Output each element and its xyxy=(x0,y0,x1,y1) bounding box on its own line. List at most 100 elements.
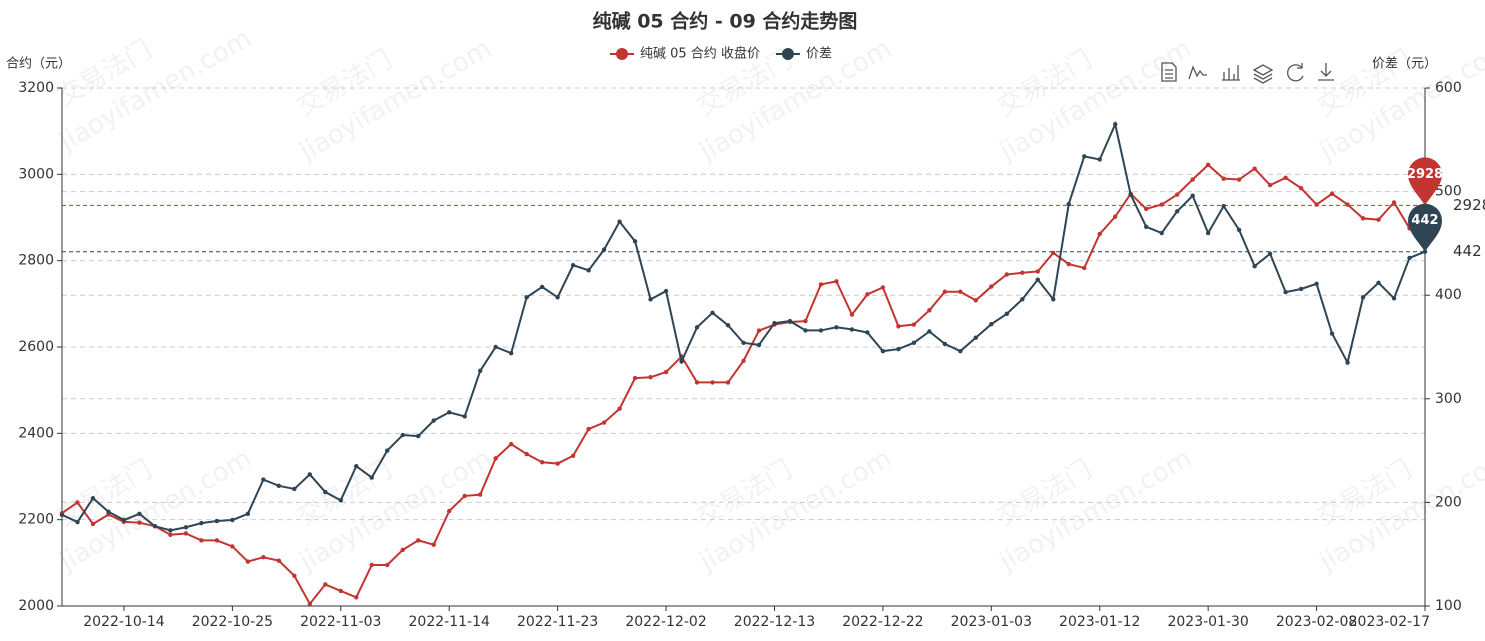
y-tick-label: 2000 xyxy=(18,598,54,614)
data-point xyxy=(663,288,669,294)
data-point xyxy=(261,555,266,560)
data-point xyxy=(524,295,529,300)
data-point xyxy=(1314,281,1319,287)
data-point xyxy=(803,328,808,333)
data-point xyxy=(973,335,979,340)
data-point xyxy=(1221,203,1226,209)
data-point xyxy=(354,595,359,600)
data-point xyxy=(230,544,235,549)
data-point xyxy=(756,342,762,348)
data-point xyxy=(400,547,405,553)
data-point xyxy=(1051,297,1056,302)
data-point xyxy=(942,341,948,347)
data-point xyxy=(416,433,421,439)
data-point xyxy=(137,511,142,516)
x-tick-label: 2022-11-14 xyxy=(409,614,490,630)
y2-tick-label: 200 xyxy=(1435,494,1462,510)
tool-bar[interactable] xyxy=(1222,65,1240,81)
x-tick-label: 2023-01-03 xyxy=(951,614,1032,630)
data-point xyxy=(989,322,994,327)
data-point xyxy=(183,531,189,536)
tool-save[interactable] xyxy=(1318,63,1334,81)
data-point xyxy=(1283,175,1288,180)
data-point xyxy=(1082,265,1087,271)
data-point xyxy=(121,517,127,523)
data-point xyxy=(1144,224,1149,230)
data-point xyxy=(911,340,917,346)
data-point xyxy=(338,498,343,503)
x-tick-label: 2023-02-08 xyxy=(1276,614,1357,630)
data-point xyxy=(1113,214,1118,219)
x-tick-label: 2022-11-23 xyxy=(517,614,598,630)
data-point xyxy=(741,340,746,346)
data-point xyxy=(818,282,824,287)
data-point xyxy=(431,542,436,547)
data-point xyxy=(323,489,328,495)
data-point xyxy=(1391,200,1397,205)
data-point xyxy=(199,538,204,543)
data-point xyxy=(942,289,948,294)
data-point xyxy=(1174,209,1180,214)
data-point xyxy=(400,432,405,438)
x-tick-label: 2022-12-02 xyxy=(625,614,706,630)
data-point xyxy=(849,312,855,317)
data-point xyxy=(648,375,653,380)
data-point xyxy=(447,410,452,415)
data-point xyxy=(586,268,591,273)
data-point xyxy=(90,496,96,501)
y-tick-label: 2400 xyxy=(18,425,54,441)
tool-stack[interactable] xyxy=(1252,64,1274,84)
data-point xyxy=(896,324,901,329)
data-point xyxy=(679,359,684,364)
tool-line[interactable] xyxy=(1188,65,1207,80)
data-point xyxy=(1298,286,1304,292)
legend-label: 价差 xyxy=(806,47,832,62)
data-point xyxy=(834,325,839,330)
data-point xyxy=(539,460,545,465)
data-point xyxy=(59,512,65,518)
mark-pin xyxy=(1408,203,1442,252)
y-tick-label: 3200 xyxy=(18,80,54,96)
data-point xyxy=(276,558,282,563)
data-point xyxy=(818,328,824,333)
data-point xyxy=(539,284,545,290)
data-point xyxy=(1113,122,1118,127)
tool-data-view[interactable] xyxy=(1161,62,1177,82)
data-point xyxy=(323,582,328,587)
data-point xyxy=(168,532,173,537)
data-point xyxy=(493,456,498,461)
data-point xyxy=(75,500,80,505)
data-point xyxy=(1314,202,1319,207)
data-point xyxy=(880,348,886,354)
data-point xyxy=(1020,297,1025,302)
data-point xyxy=(725,323,731,328)
mark-line-label: 2928 xyxy=(1453,196,1485,214)
y-axis-title: 合约（元） xyxy=(6,57,71,72)
data-point xyxy=(663,369,669,375)
data-point xyxy=(431,418,436,423)
data-point xyxy=(725,380,731,385)
data-point xyxy=(1236,227,1242,233)
data-point xyxy=(1035,277,1040,282)
x-tick-label: 2022-10-14 xyxy=(83,614,164,630)
mark-line-label: 442 xyxy=(1453,242,1482,260)
data-point xyxy=(1004,272,1010,277)
data-point xyxy=(1252,263,1257,269)
data-point xyxy=(385,448,390,453)
data-point xyxy=(973,298,979,303)
toolbox[interactable] xyxy=(1161,62,1334,84)
data-point xyxy=(90,521,96,527)
data-point xyxy=(369,475,374,480)
data-point xyxy=(927,329,932,334)
data-point xyxy=(1236,177,1242,182)
x-tick-label: 2022-12-22 xyxy=(842,614,923,630)
data-point xyxy=(338,588,343,594)
mark-pin-label: 2928 xyxy=(1407,167,1443,182)
tool-restore[interactable] xyxy=(1287,63,1304,82)
data-point xyxy=(741,358,746,364)
data-point xyxy=(1267,251,1273,256)
data-point xyxy=(75,519,80,525)
data-point xyxy=(152,524,158,529)
data-point xyxy=(493,344,498,350)
data-point xyxy=(865,292,870,297)
